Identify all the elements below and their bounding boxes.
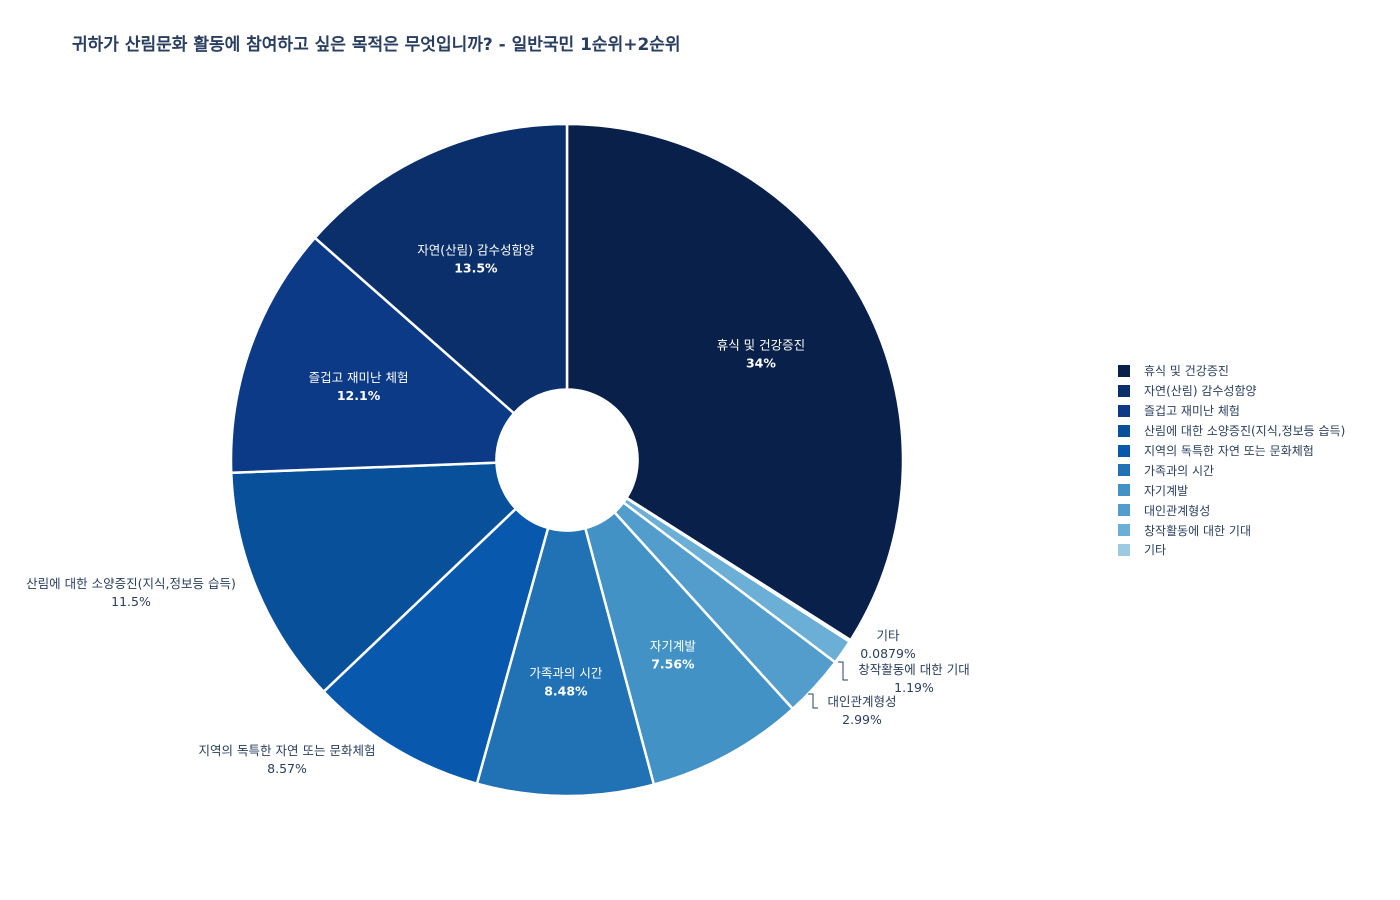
legend-label: 창작활동에 대한 기대 [1144,523,1251,538]
legend-label: 휴식 및 건강증진 [1144,364,1229,379]
slice-1-label: 기타 [876,628,900,643]
legend-item[interactable]: 기타 [1118,540,1345,560]
slice-6-label: 지역의 독특한 자연 또는 문화체험 [199,743,376,758]
legend-item[interactable]: 창작활동에 대한 기대 [1118,520,1345,540]
slice-6-wedge[interactable] [321,506,550,786]
slice-8-wedge[interactable] [229,236,516,475]
slice-0-label: 휴식 및 건강증진 [717,337,805,352]
legend-swatch [1118,504,1130,517]
slice-6-value: 8.57% [267,761,307,776]
slice-4-value: 7.56% [651,656,695,671]
slice-2-leader-line [838,661,848,681]
slice-8-label: 즐겁고 재미난 체험 [309,370,409,385]
slice-7-label: 산림에 대한 소양증진(지식,정보등 습득) [26,576,236,591]
legend-label: 지역의 독특한 자연 또는 문화체험 [1144,444,1314,458]
slice-4-label: 자기계발 [650,638,697,653]
slice-9-wedge[interactable] [313,122,569,416]
legend-item[interactable]: 지역의 독특한 자연 또는 문화체험 [1118,441,1345,461]
slice-2-value: 1.19% [894,680,934,695]
legend-label: 대인관계형성 [1144,503,1211,518]
legend-item[interactable]: 산림에 대한 소양증진(지식,정보등 습득) [1118,421,1345,441]
slice-3-leader-line [808,693,818,709]
legend-label: 산림에 대한 소양증진(지식,정보등 습득) [1144,424,1346,439]
legend-label: 가족과의 시간 [1144,463,1215,478]
slice-5-value: 8.48% [544,683,588,698]
slice-8-value: 12.1% [337,388,381,403]
legend-item[interactable]: 대인관계형성 [1118,500,1345,520]
legend-swatch [1118,543,1130,556]
legend-swatch [1118,424,1130,437]
legend-swatch [1118,524,1130,537]
slice-labels: 휴식 및 건강증진 34% 기타 0.0879%창작활동에 대한 기대 1.19%대인관… [26,242,970,776]
legend-swatch [1118,384,1130,397]
slice-0-value: 34% [746,355,776,370]
legend-item[interactable]: 즐겁고 재미난 체험 [1118,401,1345,421]
legend-label: 자연(산림) 감수성함양 [1144,384,1257,399]
legend-label: 자기계발 [1144,483,1189,498]
legend-item[interactable]: 자기계발 [1118,480,1345,500]
slice-7-wedge[interactable] [229,461,518,694]
legend-label: 즐겁고 재미난 체험 [1144,404,1240,419]
slice-5-wedge[interactable] [475,526,656,798]
legend-item[interactable]: 휴식 및 건강증진 [1118,361,1345,381]
legend-swatch [1118,404,1130,417]
pie-slices [229,122,905,798]
legend-swatch [1118,444,1130,457]
slice-9-value: 13.5% [454,260,498,275]
slice-9-label: 자연(산림) 감수성함양 [417,242,535,257]
slice-5-label: 가족과의 시간 [529,665,602,680]
slice-4-wedge[interactable] [583,510,795,787]
legend-swatch [1118,484,1130,497]
slice-0-wedge[interactable] [565,122,905,642]
legend-item[interactable]: 가족과의 시간 [1118,460,1345,480]
legend-item[interactable]: 자연(산림) 감수성함양 [1118,381,1345,401]
chart-title: 귀하가 산림문화 활동에 참여하고 싶은 목적은 무엇입니까? - 일반국민 1… [72,35,681,55]
legend-label: 기타 [1144,543,1167,558]
slice-2-label: 창작활동에 대한 기대 [858,662,969,677]
legend-swatch [1118,364,1130,377]
slice-7-value: 11.5% [111,594,151,609]
slice-3-label: 대인관계형성 [827,694,896,709]
legend-swatch [1118,464,1130,477]
leader-lines [808,661,848,709]
slice-1-value: 0.0879% [860,646,916,661]
slice-3-value: 2.99% [842,712,882,727]
